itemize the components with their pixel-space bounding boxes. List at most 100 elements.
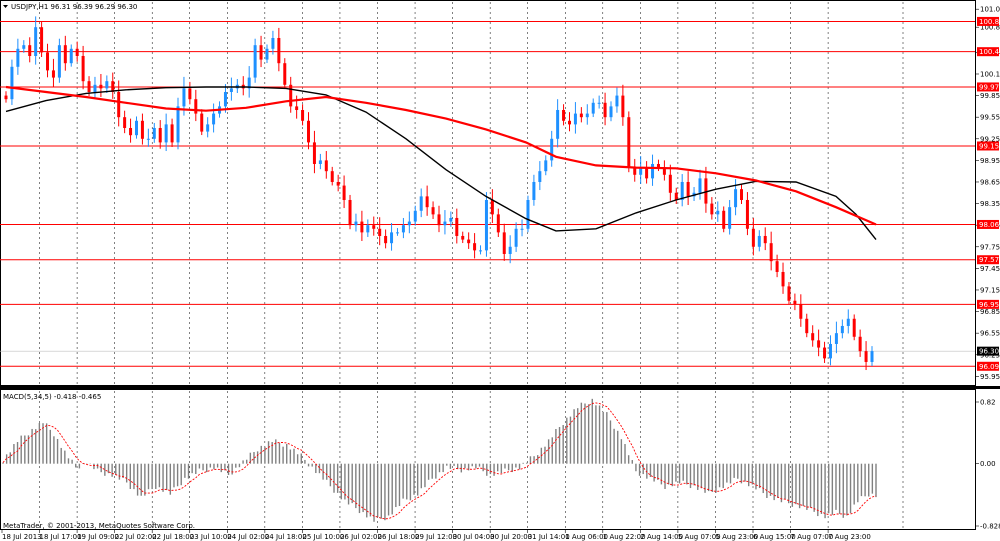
candle-body [152, 127, 156, 139]
y-tick-label: 98.65 [980, 178, 1000, 186]
candle [407, 211, 411, 234]
candle-body [496, 214, 500, 233]
menu-triangle-icon[interactable] [3, 5, 8, 8]
candle-body [550, 138, 554, 161]
candle-body [805, 318, 809, 334]
level-label: 99.97 [979, 83, 999, 91]
candle-body [164, 124, 168, 143]
candle-body [158, 127, 162, 143]
macd-tick-label: 0.00 [980, 460, 996, 468]
price-axis[interactable]: 101.05100.80100.45100.1599.8599.5599.259… [975, 6, 1000, 381]
candle-body [834, 333, 838, 344]
candle-body [51, 70, 55, 78]
candle [212, 103, 216, 133]
candle-body [793, 300, 797, 305]
candle-body [295, 106, 299, 110]
candle-body [532, 181, 536, 200]
candle [793, 293, 797, 311]
candle [769, 231, 773, 271]
candle-body [461, 235, 465, 240]
candle [265, 44, 269, 64]
candle [105, 75, 109, 93]
candle [46, 43, 50, 78]
candle-body [431, 207, 435, 215]
candle-body [443, 221, 447, 226]
candle-body [437, 214, 441, 226]
candle [603, 92, 607, 126]
x-tick-label: 1 Aug 06:00 [565, 533, 608, 541]
candle-body [591, 102, 595, 114]
candle [307, 112, 311, 150]
candle-body [787, 286, 791, 301]
candle-body [627, 117, 631, 168]
candle [508, 235, 512, 264]
candle [277, 27, 281, 72]
candle-body [846, 318, 850, 326]
candle [289, 76, 293, 113]
candle [787, 282, 791, 305]
candle [401, 217, 405, 239]
candle [846, 309, 850, 334]
candle [51, 58, 55, 87]
candle [828, 335, 832, 366]
candle [556, 99, 560, 148]
candle [858, 329, 862, 357]
candle-body [212, 113, 216, 125]
candle-body [520, 228, 524, 230]
candle-body [259, 45, 263, 60]
candle-body [57, 45, 61, 78]
candle [63, 35, 67, 71]
candle [567, 112, 571, 132]
candle [117, 80, 121, 127]
candle-body [490, 199, 494, 215]
candle [645, 161, 649, 184]
x-tick-label: 7 Aug 23:00 [828, 533, 871, 541]
candle-body [722, 210, 726, 229]
macd-histogram [2, 398, 877, 522]
candle-body [603, 102, 607, 118]
candle-body [799, 304, 803, 319]
level-label: 99.15 [979, 142, 999, 150]
candle-body [93, 84, 97, 92]
level-label: 97.57 [979, 256, 999, 264]
candle-body [22, 45, 26, 49]
candle [538, 161, 542, 191]
candle [93, 76, 97, 99]
candle-body [526, 199, 530, 229]
macd-axis[interactable]: 0.82 0.00 -0.828 [975, 399, 1000, 531]
candle-body [508, 246, 512, 254]
candle [301, 104, 305, 126]
copyright: MetaTrader, © 2001-2013, MetaQuotes Soft… [3, 522, 195, 530]
y-tick-label: 98.95 [980, 157, 1000, 165]
candle-body [686, 181, 690, 197]
candle-body [301, 109, 305, 121]
candle [668, 164, 672, 201]
candle [550, 130, 554, 167]
candle-body [10, 66, 14, 100]
x-tick-label: 2 Aug 14:00 [640, 533, 683, 541]
candle-body [176, 106, 180, 143]
candle [4, 91, 8, 103]
candle-body [544, 160, 548, 172]
macd-label: MACD(5,34,5) -0.418 -0.465 [3, 393, 101, 401]
level-label-box [977, 219, 999, 229]
candle-body [858, 336, 862, 352]
candle [271, 30, 275, 55]
y-tick-label: 97.75 [980, 243, 1000, 251]
macd-signal-line [2, 402, 877, 520]
candle-body [87, 81, 91, 92]
candle-body [134, 120, 138, 136]
candle [378, 217, 382, 246]
candle-body [680, 181, 684, 200]
x-tick-label: 24 Jul 02:00 [227, 533, 269, 541]
candle-body [775, 261, 779, 272]
candle-body [336, 181, 340, 186]
level-label-box [977, 16, 999, 26]
candle-body [342, 185, 346, 200]
candle [562, 104, 566, 126]
level-label-box [977, 255, 999, 265]
level-label: 96.95 [979, 301, 999, 309]
